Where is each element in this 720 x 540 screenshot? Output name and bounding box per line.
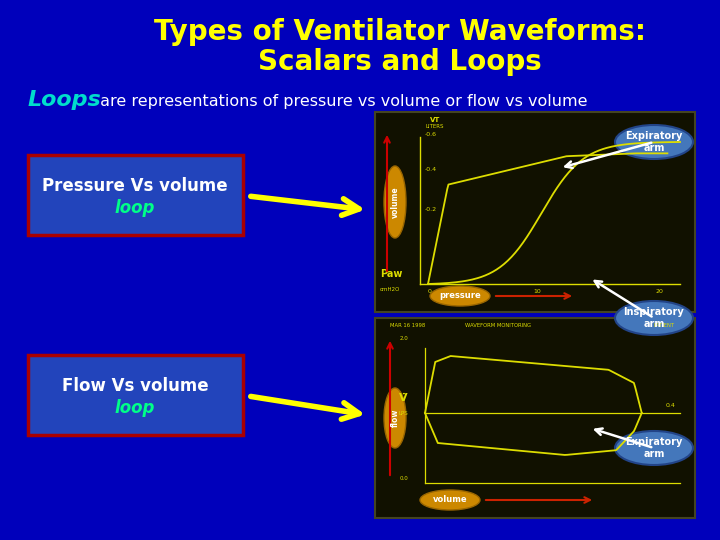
Text: pressure: pressure — [439, 292, 481, 300]
Text: LPS: LPS — [398, 411, 408, 416]
Ellipse shape — [615, 125, 693, 159]
Text: Expiratory
arm: Expiratory arm — [625, 131, 683, 153]
Ellipse shape — [420, 490, 480, 510]
Text: 0.0: 0.0 — [400, 476, 409, 481]
Text: loop: loop — [114, 199, 156, 217]
Ellipse shape — [615, 301, 693, 335]
Text: VT: VT — [430, 117, 441, 123]
Text: flow: flow — [390, 409, 400, 427]
Text: Expiratory
arm: Expiratory arm — [625, 437, 683, 459]
Text: -0.6: -0.6 — [425, 132, 437, 137]
Ellipse shape — [384, 166, 406, 238]
Text: Inspiratory
arm: Inspiratory arm — [624, 307, 685, 329]
Ellipse shape — [615, 431, 693, 465]
Bar — [375, 318, 695, 518]
Text: Flow Vs volume: Flow Vs volume — [62, 377, 208, 395]
Bar — [28, 355, 243, 435]
Bar — [375, 112, 695, 312]
Text: 10: 10 — [533, 289, 541, 294]
Text: -0.4: -0.4 — [425, 167, 437, 172]
Text: -0.2: -0.2 — [425, 207, 437, 212]
Text: LITERS: LITERS — [425, 124, 444, 129]
Text: 0.4: 0.4 — [665, 403, 675, 408]
Text: 2.0: 2.0 — [400, 336, 409, 341]
Text: PATIENT: PATIENT — [654, 323, 675, 328]
Text: 20: 20 — [655, 289, 663, 294]
Text: V̇: V̇ — [399, 393, 408, 403]
Text: Scalars and Loops: Scalars and Loops — [258, 48, 542, 76]
Ellipse shape — [384, 388, 406, 448]
Text: Pressure Vs volume: Pressure Vs volume — [42, 177, 228, 195]
Ellipse shape — [430, 286, 490, 306]
Text: are representations of pressure vs volume or flow vs volume: are representations of pressure vs volum… — [95, 94, 588, 109]
Text: WAVEFORM MONITORING: WAVEFORM MONITORING — [465, 323, 531, 328]
Text: loop: loop — [114, 399, 156, 417]
Text: volume: volume — [433, 496, 467, 504]
Bar — [28, 155, 243, 235]
Text: MAR 16 1998: MAR 16 1998 — [390, 323, 426, 328]
Text: Paw: Paw — [380, 269, 402, 279]
Text: 0: 0 — [428, 289, 432, 294]
Text: Loops: Loops — [28, 90, 102, 110]
Text: Types of Ventilator Waveforms:: Types of Ventilator Waveforms: — [154, 18, 646, 46]
Text: cmH2O: cmH2O — [380, 287, 400, 292]
Text: volume: volume — [390, 186, 400, 218]
